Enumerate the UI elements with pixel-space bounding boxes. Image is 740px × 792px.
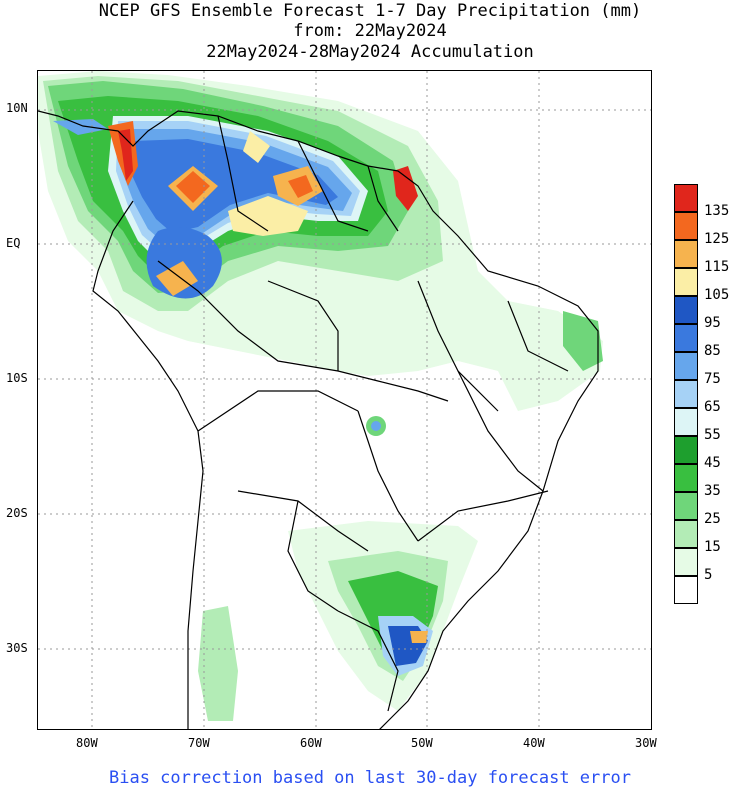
color-scale-box <box>674 408 698 436</box>
map-title: NCEP GFS Ensemble Forecast 1-7 Day Preci… <box>98 1 642 21</box>
color-scale-box <box>674 380 698 408</box>
precip-central-core <box>371 421 381 431</box>
precip-115mm-b <box>156 261 198 296</box>
west-coastline <box>92 200 204 729</box>
color-scale-label: 45 <box>704 455 721 471</box>
color-scale-label: 15 <box>704 539 721 555</box>
border-8 <box>417 490 549 542</box>
lon-tick-40W: 40W <box>523 736 545 750</box>
precip-coast-east <box>563 311 603 371</box>
precip-85mm <box>130 139 338 233</box>
color-scale-box <box>674 268 698 296</box>
color-scale-box <box>674 464 698 492</box>
border-9 <box>337 610 399 712</box>
border-12 <box>217 115 269 232</box>
border-13 <box>297 140 369 232</box>
bias-correction-note: Bias correction based on last 30-day for… <box>109 768 631 788</box>
lat-tick-EQ: EQ <box>6 236 21 250</box>
lat-tick-30S: 30S <box>6 641 28 655</box>
color-scale-label: 65 <box>704 399 721 415</box>
color-scale-label: 135 <box>704 203 730 219</box>
map-subtitle-date: from: 22May2024 <box>293 21 447 41</box>
precipitation-map <box>37 70 652 730</box>
color-scale-box <box>674 212 698 240</box>
color-scale-label: 85 <box>704 343 721 359</box>
border-5 <box>237 490 369 552</box>
border-6 <box>357 410 419 542</box>
color-scale-box <box>674 296 698 324</box>
map-canvas <box>38 71 651 729</box>
precip-125mm-a <box>176 171 210 203</box>
border-1 <box>157 260 449 402</box>
lat-lon-grid <box>38 71 651 729</box>
precip-south-115 <box>410 631 428 643</box>
border-7 <box>287 500 339 612</box>
color-scale-label: 5 <box>704 567 713 583</box>
lon-tick-50W: 50W <box>411 736 433 750</box>
color-scale-label: 55 <box>704 427 721 443</box>
color-scale-box <box>674 548 698 576</box>
precipitation-field <box>38 71 603 721</box>
lon-tick-70W: 70W <box>188 736 210 750</box>
lon-tick-60W: 60W <box>300 736 322 750</box>
border-11 <box>507 300 569 372</box>
lon-tick-30W: 30W <box>635 736 657 750</box>
border-10 <box>457 370 544 492</box>
lat-tick-10S: 10S <box>6 371 28 385</box>
color-scale-label: 115 <box>704 259 730 275</box>
lat-tick-20S: 20S <box>6 506 28 520</box>
color-scale-box <box>674 436 698 464</box>
color-scale-box <box>674 576 698 604</box>
lat-tick-10N: 10N <box>6 101 28 115</box>
map-subtitle-period: 22May2024-28May2024 Accumulation <box>206 42 534 62</box>
lon-tick-80W: 80W <box>76 736 98 750</box>
precip-105mm-ne <box>228 196 308 236</box>
color-scale-label: 125 <box>704 231 730 247</box>
precip-135mm-coast <box>393 166 418 211</box>
color-scale-label: 75 <box>704 371 721 387</box>
color-scale-box <box>674 520 698 548</box>
color-scale-box <box>674 184 698 212</box>
precip-105mm-b <box>243 131 270 163</box>
color-scale-label: 105 <box>704 287 730 303</box>
color-scale-label: 35 <box>704 483 721 499</box>
precip-125mm-c <box>288 175 313 198</box>
color-scale-label: 95 <box>704 315 721 331</box>
border-4 <box>197 390 359 432</box>
precip-andes-streak <box>198 606 238 721</box>
south-america-coastline <box>38 110 599 729</box>
border-14 <box>367 165 399 232</box>
color-scale-label: 25 <box>704 511 721 527</box>
precip-75mm-panama <box>53 119 108 135</box>
border-3 <box>417 280 499 412</box>
color-scale-box <box>674 324 698 352</box>
coastlines-and-borders <box>38 110 599 729</box>
color-scale-box <box>674 492 698 520</box>
color-scale-box <box>674 240 698 268</box>
border-2 <box>267 280 339 371</box>
color-scale-box <box>674 352 698 380</box>
